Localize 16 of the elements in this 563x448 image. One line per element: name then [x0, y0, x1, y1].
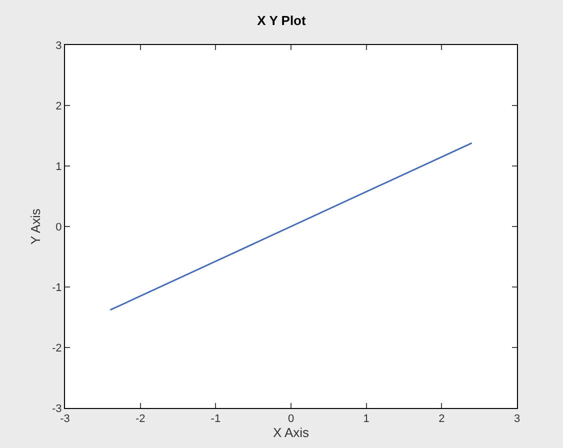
y-tick-label: 3 — [56, 40, 62, 52]
y-tick-label: 2 — [56, 100, 62, 112]
y-tick-label: -1 — [52, 282, 62, 294]
x-tick-label: 3 — [514, 413, 520, 426]
x-tick-label: 2 — [438, 413, 445, 426]
chart-title: X Y Plot — [257, 12, 306, 28]
x-tick-label: -1 — [210, 413, 221, 426]
y-tick-label: -2 — [52, 342, 62, 354]
y-axis-title: Y Axis — [28, 208, 43, 244]
x-tick-label: -2 — [135, 413, 146, 426]
x-tick-label: 1 — [363, 413, 370, 426]
y-tick-label: -3 — [52, 402, 62, 415]
x-tick-label: 0 — [288, 413, 294, 426]
x-axis-title: X Axis — [272, 425, 310, 440]
y-tick-label: 1 — [56, 160, 62, 173]
y-tick-label: 0 — [56, 221, 62, 234]
